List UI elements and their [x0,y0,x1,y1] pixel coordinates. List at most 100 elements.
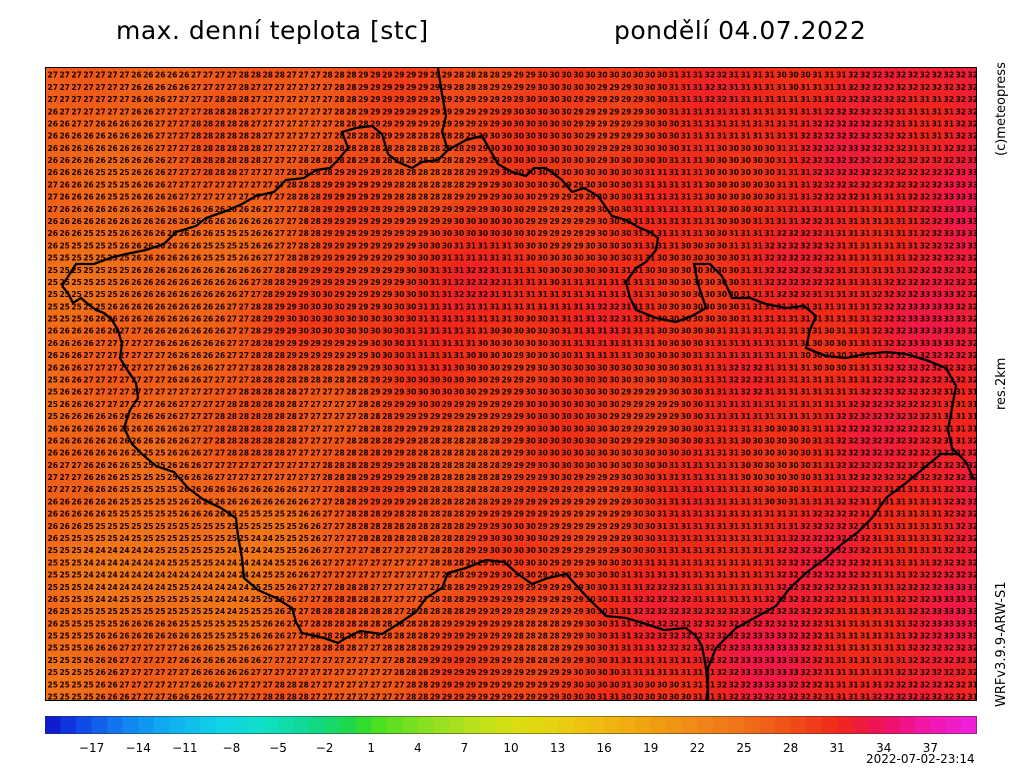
svg-text:26: 26 [155,95,165,104]
svg-text:32: 32 [896,156,906,165]
svg-text:26: 26 [59,156,69,165]
svg-text:28: 28 [239,119,249,128]
svg-text:26: 26 [167,83,177,92]
svg-text:28: 28 [442,180,452,189]
legend-swatch [262,716,279,734]
svg-text:27: 27 [298,144,308,153]
svg-text:29: 29 [490,180,500,189]
svg-text:32: 32 [944,95,954,104]
svg-text:30: 30 [752,168,762,177]
svg-text:31: 31 [693,144,703,153]
legend-swatch [371,716,388,734]
svg-text:32: 32 [968,144,977,153]
svg-text:28: 28 [478,83,488,92]
svg-text:32: 32 [968,119,977,128]
svg-text:31: 31 [681,83,691,92]
legend-swatch [681,716,698,734]
svg-text:32: 32 [968,71,977,80]
svg-text:31: 31 [729,107,739,116]
svg-text:31: 31 [776,156,786,165]
svg-text:30: 30 [525,180,535,189]
svg-text:27: 27 [251,107,261,116]
legend-tick-label: 31 [830,741,845,755]
svg-text:30: 30 [549,107,559,116]
svg-text:26: 26 [131,180,141,189]
svg-text:29: 29 [633,132,643,141]
svg-text:26: 26 [83,144,93,153]
svg-text:31: 31 [657,180,667,189]
svg-text:29: 29 [358,193,368,202]
svg-text:30: 30 [537,83,547,92]
svg-text:29: 29 [358,83,368,92]
svg-text:27: 27 [286,107,296,116]
svg-text:31: 31 [920,144,930,153]
svg-text:26: 26 [83,180,93,189]
legend-swatch [355,716,372,734]
svg-text:28: 28 [454,132,464,141]
legend-tick-label: 7 [461,741,469,755]
svg-text:26: 26 [83,156,93,165]
svg-text:31: 31 [776,95,786,104]
svg-text:30: 30 [514,144,524,153]
svg-text:31: 31 [705,132,715,141]
svg-text:30: 30 [729,156,739,165]
svg-text:31: 31 [776,144,786,153]
svg-text:27: 27 [298,95,308,104]
svg-text:28: 28 [454,83,464,92]
svg-text:28: 28 [286,168,296,177]
svg-text:30: 30 [657,83,667,92]
svg-text:32: 32 [812,144,822,153]
svg-text:31: 31 [693,180,703,189]
svg-text:31: 31 [729,132,739,141]
svg-text:31: 31 [836,71,846,80]
svg-text:28: 28 [203,132,213,141]
svg-text:32: 32 [860,156,870,165]
svg-text:32: 32 [860,119,870,128]
svg-text:29: 29 [597,144,607,153]
svg-text:31: 31 [788,119,798,128]
svg-text:26: 26 [155,193,165,202]
svg-text:30: 30 [597,71,607,80]
svg-text:25: 25 [107,193,117,202]
svg-text:28: 28 [251,156,261,165]
svg-text:29: 29 [382,119,392,128]
svg-text:28: 28 [334,119,344,128]
svg-text:26: 26 [83,193,93,202]
svg-text:30: 30 [502,132,512,141]
svg-text:32: 32 [812,180,822,189]
svg-text:31: 31 [800,193,810,202]
legend-swatch [573,716,590,734]
svg-text:27: 27 [119,71,129,80]
legend-tick-label: −14 [126,741,151,755]
svg-text:29: 29 [418,119,428,128]
svg-text:28: 28 [263,71,273,80]
svg-text:28: 28 [346,95,356,104]
svg-text:32: 32 [932,156,942,165]
svg-text:26: 26 [83,132,93,141]
legend-swatch [340,716,357,734]
svg-text:31: 31 [693,107,703,116]
svg-text:30: 30 [621,71,631,80]
svg-text:27: 27 [286,144,296,153]
legend-swatch [852,716,869,734]
legend-swatch [557,716,574,734]
svg-text:32: 32 [968,107,977,116]
svg-text:26: 26 [143,193,153,202]
svg-text:29: 29 [585,119,595,128]
svg-text:32: 32 [884,156,894,165]
svg-text:30: 30 [561,71,571,80]
svg-text:30: 30 [561,168,571,177]
svg-text:29: 29 [621,83,631,92]
svg-text:28: 28 [191,119,201,128]
svg-text:30: 30 [502,180,512,189]
svg-text:29: 29 [514,71,524,80]
svg-text:28: 28 [334,107,344,116]
svg-text:29: 29 [478,156,488,165]
svg-text:32: 32 [812,168,822,177]
svg-text:32: 32 [908,180,918,189]
svg-text:31: 31 [741,83,751,92]
legend-swatch [309,716,326,734]
svg-text:30: 30 [609,71,619,80]
svg-text:27: 27 [179,180,189,189]
svg-text:29: 29 [406,95,416,104]
